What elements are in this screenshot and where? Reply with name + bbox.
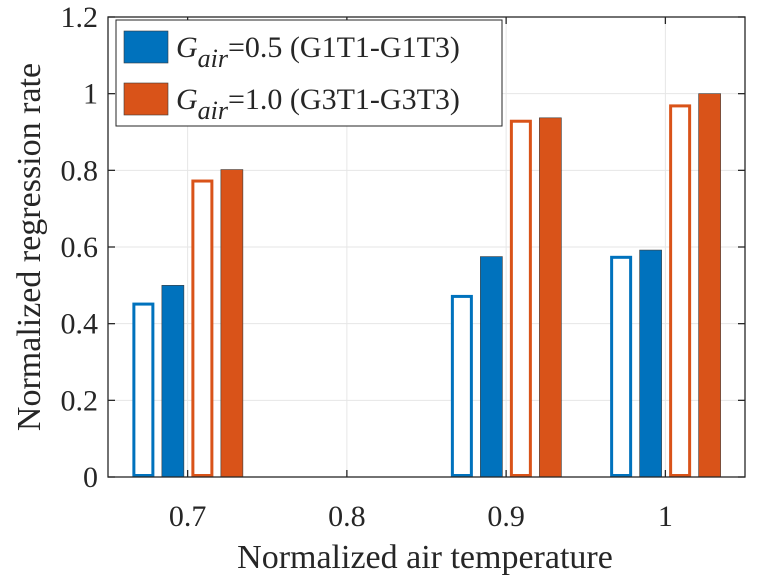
- y-tick-label: 1.2: [61, 1, 99, 34]
- legend-swatch: [123, 30, 169, 64]
- y-tick-label: 0.4: [61, 308, 99, 341]
- legend-box: [115, 19, 503, 127]
- y-tick-label: 0.2: [61, 384, 99, 417]
- bar-blue-outline: [610, 255, 633, 478]
- bar-blue-solid: [480, 256, 503, 478]
- bar-orange-solid: [698, 93, 721, 478]
- x-tick-labels: 0.7 0.8 0.9 1: [169, 500, 673, 533]
- bars: [132, 93, 721, 478]
- grid-lines: [108, 17, 745, 477]
- bar-blue-solid: [161, 285, 185, 478]
- legend-swatch: [123, 82, 169, 116]
- legend-entry: Gair=1.0 (G3T1-G3T3): [176, 83, 460, 125]
- legend-subscript: air: [198, 44, 229, 73]
- legend-label: =0.5 (G1T1-G1T3): [228, 31, 460, 64]
- y-axis-label: Normalized regression rate: [11, 63, 48, 431]
- bar-blue-outline: [132, 302, 155, 478]
- legend-symbol: G: [176, 83, 198, 116]
- x-axis-label: Normalized air temperature: [237, 539, 613, 576]
- bar-blue-solid: [639, 249, 662, 478]
- x-tick-label: 0.9: [487, 500, 525, 533]
- legend-subscript: air: [198, 96, 229, 125]
- legend-symbol: G: [176, 31, 198, 64]
- y-tick-label: 1: [83, 78, 98, 111]
- legend-entry: Gair=0.5 (G1T1-G1T3): [176, 31, 460, 73]
- legend: Gair=0.5 (G1T1-G1T3)Gair=1.0 (G3T1-G3T3): [115, 19, 503, 127]
- y-tick-label: 0.8: [61, 154, 99, 187]
- x-tick-label: 0.8: [328, 500, 366, 533]
- y-tick-label: 0: [83, 461, 98, 494]
- x-tick-label: 0.7: [169, 500, 207, 533]
- bar-orange-outline: [669, 104, 692, 478]
- y-tick-labels: 0 0.2 0.4 0.6 0.8 1 1.2: [61, 1, 99, 494]
- y-tick-label: 0.6: [61, 231, 99, 264]
- x-tick-label: 1: [658, 500, 673, 533]
- bar-orange-solid: [539, 117, 562, 478]
- bar-orange-outline: [191, 179, 214, 478]
- bar-orange-outline: [509, 119, 532, 477]
- bar-blue-outline: [450, 294, 473, 477]
- bar-orange-solid: [220, 169, 244, 478]
- legend-label: =1.0 (G3T1-G3T3): [228, 83, 460, 116]
